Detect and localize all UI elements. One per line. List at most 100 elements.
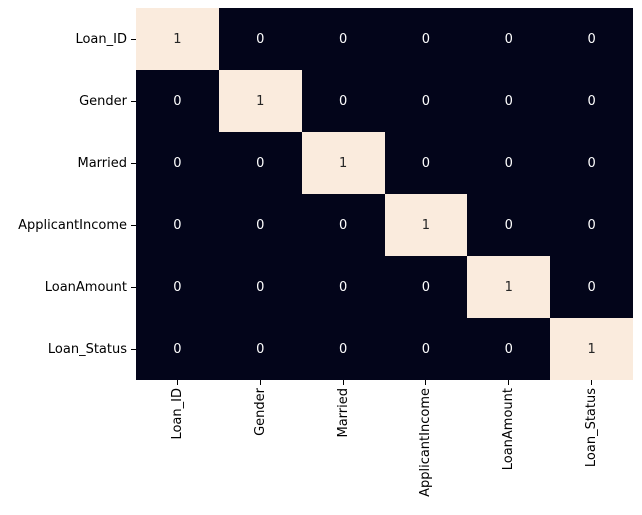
x-tick-col: LoanAmount xyxy=(467,380,550,515)
heatmap-cell-r1-c5: 0 xyxy=(550,70,633,132)
heatmap-cell-r1-c4: 0 xyxy=(467,70,551,132)
y-tick-label: LoanAmount xyxy=(44,279,127,295)
x-tick-col: Married xyxy=(302,380,385,515)
cell-value: 0 xyxy=(421,279,431,295)
x-tick-col: Loan_ID xyxy=(136,380,219,515)
x-tick-col: Gender xyxy=(219,380,302,515)
x-tick-label: Married xyxy=(335,388,351,438)
cell-value: 1 xyxy=(587,341,596,357)
cell-value: 1 xyxy=(173,31,182,47)
heatmap-cell-r4-c2: 0 xyxy=(301,256,385,318)
y-tick-label: Loan_Status xyxy=(47,341,127,357)
y-tick-row: Loan_ID xyxy=(0,8,136,70)
heatmap-cell-r2-c1: 0 xyxy=(218,132,302,194)
heatmap-cell-r4-c3: 0 xyxy=(384,256,468,318)
heatmap-cell-r1-c2: 0 xyxy=(301,70,385,132)
heatmap-cell-r0-c2: 0 xyxy=(301,8,385,70)
heatmap-cell-r2-c3: 0 xyxy=(384,132,468,194)
cell-value: 0 xyxy=(338,31,348,47)
heatmap-cell-r4-c0: 0 xyxy=(136,256,219,318)
heatmap-cell-r1-c0: 0 xyxy=(136,70,219,132)
heatmap-cell-r0-c3: 0 xyxy=(384,8,468,70)
cell-value: 0 xyxy=(504,93,513,109)
cell-value: 0 xyxy=(504,31,513,47)
heatmap-cell-r5-c2: 0 xyxy=(301,318,385,380)
cell-value: 0 xyxy=(338,279,348,295)
heatmap-cell-r3-c0: 0 xyxy=(136,194,219,256)
heatmap-cell-r1-c3: 0 xyxy=(384,70,468,132)
heatmap-cell-r2-c4: 0 xyxy=(467,132,551,194)
y-axis: Loan_ID Gender Married ApplicantIncome LoanA… xyxy=(0,8,136,380)
cell-value: 0 xyxy=(421,31,431,47)
heatmap-cell-r2-c0: 0 xyxy=(136,132,219,194)
cell-value: 0 xyxy=(504,217,513,233)
heatmap-cell-r3-c3: 1 xyxy=(384,194,468,256)
cell-value: 0 xyxy=(338,93,348,109)
cell-value: 1 xyxy=(338,155,348,171)
heatmap-cell-r1-c1: 1 xyxy=(218,70,302,132)
heatmap-cell-r5-c1: 0 xyxy=(218,318,302,380)
heatmap-cell-r5-c3: 0 xyxy=(384,318,468,380)
heatmap-cell-r0-c0: 1 xyxy=(136,8,219,70)
y-tick-mark xyxy=(131,38,136,40)
cell-value: 0 xyxy=(173,341,182,357)
heatmap-cell-r3-c2: 0 xyxy=(301,194,385,256)
y-tick-row: ApplicantIncome xyxy=(0,194,136,256)
cell-value: 1 xyxy=(256,93,265,109)
heatmap-cell-r2-c5: 0 xyxy=(550,132,633,194)
y-tick-label: ApplicantIncome xyxy=(18,217,127,233)
cell-value: 0 xyxy=(587,279,596,295)
y-tick-label: Gender xyxy=(79,93,127,109)
cell-value: 0 xyxy=(173,217,182,233)
cell-value: 0 xyxy=(421,93,431,109)
y-tick-mark xyxy=(131,162,136,164)
cell-value: 0 xyxy=(504,341,513,357)
heatmap-cell-r0-c1: 0 xyxy=(218,8,302,70)
cell-value: 0 xyxy=(587,31,596,47)
y-tick-mark xyxy=(131,286,136,288)
heatmap-cell-r5-c4: 0 xyxy=(467,318,551,380)
x-tick-col: Loan_Status xyxy=(550,380,633,515)
heatmap-cell-r0-c4: 0 xyxy=(467,8,551,70)
y-tick-row: LoanAmount xyxy=(0,256,136,318)
cell-value: 0 xyxy=(173,279,182,295)
x-tick-mark xyxy=(342,380,344,385)
heatmap-cell-r4-c4: 1 xyxy=(467,256,551,318)
y-tick-row: Married xyxy=(0,132,136,194)
x-tick-label: ApplicantIncome xyxy=(418,388,434,497)
x-tick-label: Loan_ID xyxy=(169,388,185,440)
y-tick-row: Gender xyxy=(0,70,136,132)
x-tick-mark xyxy=(425,380,427,385)
y-tick-row: Loan_Status xyxy=(0,318,136,380)
cell-value: 1 xyxy=(504,279,513,295)
cell-value: 0 xyxy=(421,155,431,171)
cell-value: 0 xyxy=(256,155,265,171)
x-tick-label: Loan_Status xyxy=(584,388,600,468)
y-tick-label: Married xyxy=(77,155,127,171)
x-tick-col: ApplicantIncome xyxy=(385,380,468,515)
heatmap-cell-r5-c0: 0 xyxy=(136,318,219,380)
cell-value: 0 xyxy=(504,155,513,171)
cell-value: 1 xyxy=(421,217,431,233)
y-tick-label: Loan_ID xyxy=(75,31,127,47)
heatmap-cell-r4-c5: 0 xyxy=(550,256,633,318)
heatmap-cell-r3-c1: 0 xyxy=(218,194,302,256)
cell-value: 0 xyxy=(256,341,265,357)
cell-value: 0 xyxy=(173,93,182,109)
heatmap-cell-r4-c1: 0 xyxy=(218,256,302,318)
x-tick-mark xyxy=(591,380,593,385)
cell-value: 0 xyxy=(256,279,265,295)
y-tick-mark xyxy=(131,100,136,102)
cell-value: 0 xyxy=(173,155,182,171)
y-tick-mark xyxy=(131,224,136,226)
cell-value: 0 xyxy=(587,217,596,233)
x-tick-label: LoanAmount xyxy=(501,388,517,471)
cell-value: 0 xyxy=(338,217,348,233)
x-tick-mark xyxy=(259,380,261,385)
cell-value: 0 xyxy=(587,155,596,171)
heatmap-grid: 1 0 0 0 0 0 0 1 0 0 0 0 0 0 1 0 0 0 0 0 0 1 0 0 0 0 0 0 1 0 0 0 0 0 0 1 xyxy=(136,8,633,380)
cell-value: 0 xyxy=(338,341,348,357)
heatmap-cell-r3-c4: 0 xyxy=(467,194,551,256)
heatmap-cell-r2-c2: 1 xyxy=(301,132,385,194)
